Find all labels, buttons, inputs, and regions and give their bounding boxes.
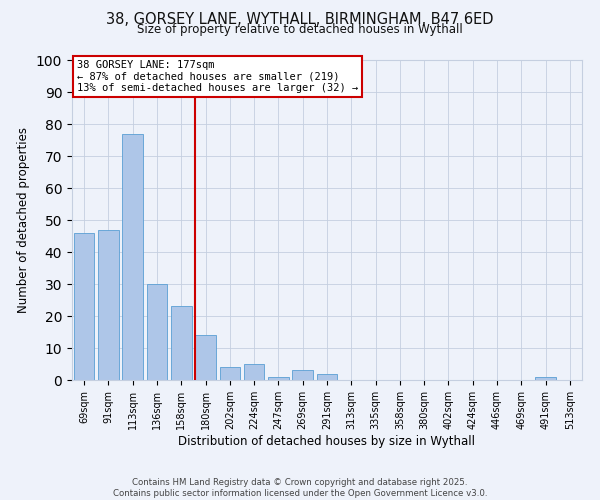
Text: Size of property relative to detached houses in Wythall: Size of property relative to detached ho…	[137, 22, 463, 36]
Text: 38 GORSEY LANE: 177sqm
← 87% of detached houses are smaller (219)
13% of semi-de: 38 GORSEY LANE: 177sqm ← 87% of detached…	[77, 60, 358, 93]
Bar	[292, 370, 313, 380]
Text: 38, GORSEY LANE, WYTHALL, BIRMINGHAM, B47 6ED: 38, GORSEY LANE, WYTHALL, BIRMINGHAM, B4…	[106, 12, 494, 28]
Bar	[535, 377, 556, 380]
Bar	[146, 284, 167, 380]
Bar	[317, 374, 337, 380]
Bar	[122, 134, 143, 380]
Text: Contains HM Land Registry data © Crown copyright and database right 2025.
Contai: Contains HM Land Registry data © Crown c…	[113, 478, 487, 498]
X-axis label: Distribution of detached houses by size in Wythall: Distribution of detached houses by size …	[179, 434, 476, 448]
Bar	[171, 306, 191, 380]
Bar	[98, 230, 119, 380]
Bar	[195, 335, 216, 380]
Bar	[244, 364, 265, 380]
Bar	[74, 233, 94, 380]
Bar	[268, 377, 289, 380]
Bar	[220, 367, 240, 380]
Y-axis label: Number of detached properties: Number of detached properties	[17, 127, 31, 313]
